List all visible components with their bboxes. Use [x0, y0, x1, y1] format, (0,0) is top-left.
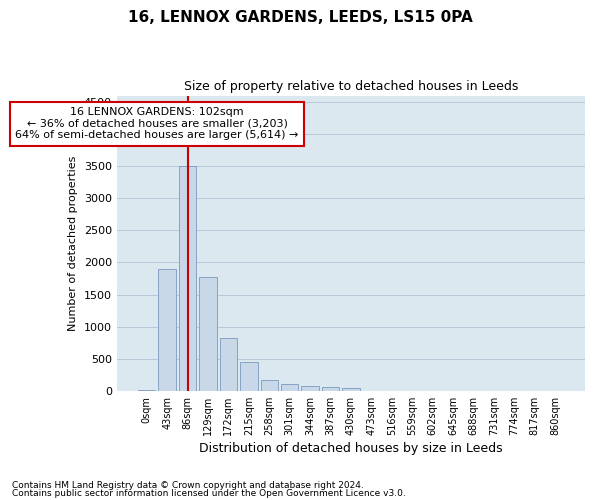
Bar: [301, 386, 319, 391]
Bar: [240, 362, 257, 391]
Bar: [199, 276, 217, 391]
Bar: [220, 338, 237, 391]
Bar: [342, 388, 359, 391]
Text: Contains HM Land Registry data © Crown copyright and database right 2024.: Contains HM Land Registry data © Crown c…: [12, 481, 364, 490]
Y-axis label: Number of detached properties: Number of detached properties: [68, 156, 78, 331]
Text: 16 LENNOX GARDENS: 102sqm
← 36% of detached houses are smaller (3,203)
64% of se: 16 LENNOX GARDENS: 102sqm ← 36% of detac…: [15, 107, 299, 140]
Bar: [322, 387, 339, 391]
Bar: [179, 166, 196, 391]
Bar: [281, 384, 298, 391]
Bar: [260, 380, 278, 391]
Bar: [158, 269, 176, 391]
Text: 16, LENNOX GARDENS, LEEDS, LS15 0PA: 16, LENNOX GARDENS, LEEDS, LS15 0PA: [128, 10, 472, 25]
Text: Contains public sector information licensed under the Open Government Licence v3: Contains public sector information licen…: [12, 488, 406, 498]
X-axis label: Distribution of detached houses by size in Leeds: Distribution of detached houses by size …: [199, 442, 503, 455]
Title: Size of property relative to detached houses in Leeds: Size of property relative to detached ho…: [184, 80, 518, 93]
